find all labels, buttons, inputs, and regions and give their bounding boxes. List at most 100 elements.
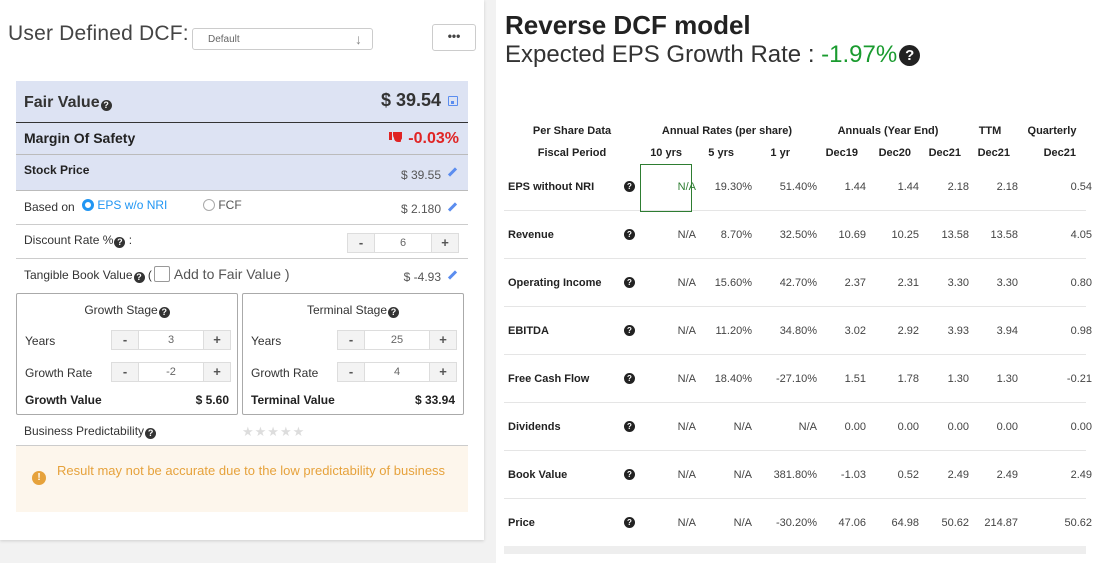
- table-cell: 1.44: [844, 181, 866, 193]
- table-cell: 34.80%: [779, 325, 817, 337]
- more-options-button[interactable]: •••: [432, 24, 476, 51]
- column-header: 10 yrs: [650, 147, 682, 159]
- help-icon[interactable]: ?: [624, 181, 635, 192]
- terminal-stage-title: Terminal Stage: [306, 303, 388, 317]
- table-cell: 10.69: [838, 229, 866, 241]
- help-icon[interactable]: ?: [388, 307, 400, 318]
- edit-pencil-icon[interactable]: [448, 271, 457, 280]
- discount-rate-input[interactable]: 6: [375, 233, 431, 253]
- save-icon[interactable]: [448, 96, 458, 106]
- margin-of-safety-value-wrap: -0.03%: [389, 130, 459, 148]
- increment-button[interactable]: +: [429, 330, 457, 350]
- growth-years-stepper[interactable]: - 3 +: [111, 330, 231, 350]
- growth-years-label: Years: [25, 334, 56, 348]
- table-cell: 1.51: [844, 373, 866, 385]
- table-cell: N/A: [677, 229, 696, 241]
- based-on-row: Based on EPS w/o NRI FCF $ 2.180: [16, 191, 468, 225]
- increment-button[interactable]: +: [203, 330, 231, 350]
- terminal-years-label: Years: [251, 334, 282, 348]
- table-cell: 4.05: [1070, 229, 1092, 241]
- growth-stage-title: Growth Stage: [84, 303, 158, 317]
- selected-cell[interactable]: [640, 164, 692, 212]
- table-cell: 0.52: [897, 469, 919, 481]
- table-cell: 11.20%: [715, 325, 753, 337]
- decrement-button[interactable]: -: [111, 330, 139, 350]
- table-row: Operating Income? N/A 15.60% 42.70% 2.37 2.31…: [504, 259, 1092, 307]
- row-label: Dividends: [508, 421, 561, 433]
- help-icon[interactable]: ?: [624, 325, 635, 336]
- table-cell: -0.21: [1066, 373, 1092, 385]
- help-icon[interactable]: ?: [624, 277, 635, 288]
- help-icon[interactable]: ?: [624, 469, 635, 480]
- terminal-rate-input[interactable]: 4: [365, 362, 429, 382]
- radio-eps[interactable]: EPS w/o NRI: [82, 198, 167, 212]
- terminal-value: $ 33.94: [414, 393, 455, 407]
- reverse-dcf-panel: Reverse DCF model Expected EPS Growth Ra…: [496, 0, 1096, 563]
- table-cell: -27.10%: [776, 373, 817, 385]
- growth-value: $ 5.60: [195, 393, 229, 407]
- add-to-fair-value-checkbox[interactable]: [153, 266, 170, 282]
- table-cell: N/A: [677, 181, 696, 193]
- decrement-button[interactable]: -: [347, 233, 375, 253]
- table-cell: 8.70%: [720, 229, 752, 241]
- table-cell: 2.18: [947, 181, 969, 193]
- radio-fcf-label: FCF: [218, 198, 242, 212]
- help-icon[interactable]: ?: [899, 45, 921, 66]
- discount-rate-stepper[interactable]: - 6 +: [347, 233, 459, 253]
- table-cell: 0.00: [947, 421, 969, 433]
- table-cell: N/A: [677, 277, 696, 289]
- growth-years-input[interactable]: 3: [139, 330, 203, 350]
- growth-rate-input[interactable]: -2: [139, 362, 203, 382]
- terminal-rate-stepper[interactable]: - 4 +: [337, 362, 457, 382]
- row-label: Book Value: [508, 469, 568, 481]
- help-icon[interactable]: ?: [100, 100, 112, 111]
- help-icon[interactable]: ?: [624, 229, 635, 240]
- table-cell: 10.25: [891, 229, 919, 241]
- help-icon[interactable]: ?: [624, 517, 635, 528]
- edit-pencil-icon[interactable]: [448, 203, 457, 212]
- table-cell: 1.78: [897, 373, 919, 385]
- row-label: EPS without NRI: [508, 181, 595, 193]
- radio-eps-label: EPS w/o NRI: [97, 198, 168, 212]
- edit-pencil-icon[interactable]: [448, 168, 457, 177]
- terminal-years-input[interactable]: 25: [365, 330, 429, 350]
- help-icon[interactable]: ?: [624, 421, 635, 432]
- decrement-button[interactable]: -: [337, 362, 365, 382]
- table-cell: N/A: [733, 517, 752, 529]
- table-cell: 0.54: [1070, 181, 1092, 193]
- table-cell: -30.20%: [776, 517, 817, 529]
- warning-icon: !: [32, 471, 46, 485]
- decrement-button[interactable]: -: [337, 330, 365, 350]
- increment-button[interactable]: +: [431, 233, 459, 253]
- table-cell: 0.00: [1070, 421, 1092, 433]
- header-annuals: Annuals (Year End): [837, 125, 939, 137]
- increment-button[interactable]: +: [203, 362, 231, 382]
- discount-rate-label: Discount Rate %: [24, 233, 114, 247]
- table-cell: N/A: [733, 469, 752, 481]
- radio-unselected-icon: [203, 199, 215, 211]
- help-icon[interactable]: ?: [114, 237, 126, 248]
- growth-rate-stepper[interactable]: - -2 +: [111, 362, 231, 382]
- table-cell: 381.80%: [773, 469, 817, 481]
- table-cell: 2.49: [996, 469, 1018, 481]
- terminal-years-stepper[interactable]: - 25 +: [337, 330, 457, 350]
- growth-value-row: Growth Value $ 5.60: [17, 389, 237, 409]
- table-cell: 0.00: [897, 421, 919, 433]
- radio-fcf[interactable]: FCF: [203, 198, 242, 212]
- increment-button[interactable]: +: [429, 362, 457, 382]
- decrement-button[interactable]: -: [111, 362, 139, 382]
- predictability-stars-icon: ★★★★★: [242, 424, 306, 439]
- help-icon[interactable]: ?: [133, 272, 145, 283]
- table-cell: 51.40%: [779, 181, 817, 193]
- based-on-label: Based on: [24, 200, 75, 214]
- dcf-preset-select[interactable]: Default ↓: [192, 28, 373, 50]
- table-row: Revenue? N/A 8.70% 32.50% 10.69 10.25 13.58 13.…: [504, 211, 1092, 259]
- help-icon[interactable]: ?: [158, 307, 170, 318]
- help-icon[interactable]: ?: [145, 428, 157, 439]
- table-cell: 18.40%: [714, 373, 752, 385]
- table-cell: 1.44: [897, 181, 919, 193]
- table-scrollbar[interactable]: [504, 546, 1086, 554]
- tangible-book-value: $ -4.93: [403, 270, 441, 284]
- help-icon[interactable]: ?: [624, 373, 635, 384]
- header-fiscal-period: Fiscal Period: [537, 147, 607, 159]
